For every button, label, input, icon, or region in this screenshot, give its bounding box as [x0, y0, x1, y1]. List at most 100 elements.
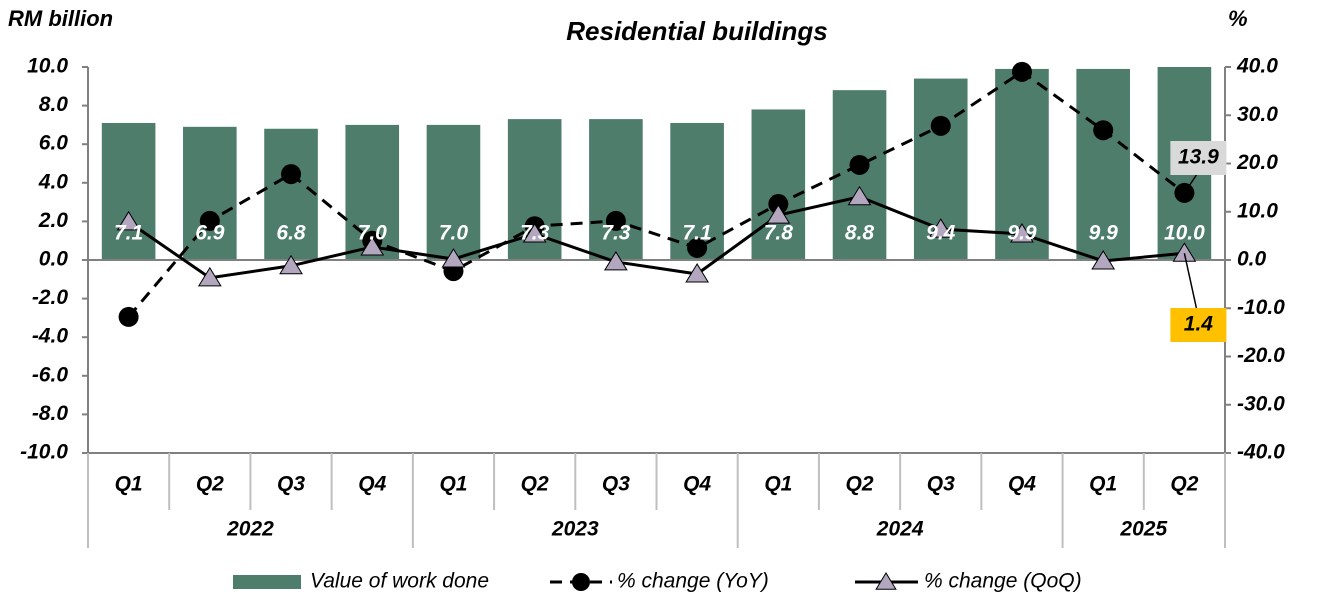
x-tick-label: Q3 [602, 473, 630, 496]
group-label: 2022 [226, 518, 274, 541]
x-tick-label: Q4 [358, 473, 386, 496]
line [127, 195, 1185, 280]
bar-value-label: 7.0 [358, 222, 388, 245]
marker [930, 115, 951, 136]
marker [199, 210, 220, 231]
marker [116, 210, 141, 231]
y2-axis-label: % [1228, 6, 1248, 31]
y2-tick-label: 40.0 [1236, 55, 1278, 78]
y2-tick-label: 30.0 [1237, 103, 1278, 126]
annotation-leader [1183, 253, 1198, 309]
bar-value-label: 7.1 [683, 222, 712, 245]
marker [522, 222, 547, 243]
y2-tick-label: -10.0 [1237, 296, 1285, 319]
marker [279, 254, 303, 275]
y-tick-label: -8.0 [32, 402, 69, 425]
group-label: 2024 [876, 518, 924, 541]
y-tick-label: -4.0 [32, 325, 69, 348]
bar [183, 126, 237, 260]
y-tick-label: 2.0 [38, 209, 69, 232]
y2-tick-label: -20.0 [1237, 344, 1285, 367]
legend-label: % change (QoQ) [924, 570, 1082, 593]
legend-marker [875, 572, 897, 590]
marker [441, 248, 466, 268]
y-tick-label: -10.0 [20, 441, 68, 464]
y-tick-label: 10.0 [27, 55, 68, 78]
marker [1091, 250, 1116, 270]
chart-title: Residential buildings [566, 16, 827, 46]
annotation-leader [1183, 174, 1198, 194]
y2-tick-label: 20.0 [1236, 151, 1278, 174]
bar-value-label: 7.8 [764, 222, 794, 245]
bar-value-label: 7.1 [114, 222, 143, 245]
y2-tick-label: 0.0 [1237, 248, 1267, 271]
bar-value-label: 6.9 [195, 222, 225, 245]
annotation-label: 13.9 [1178, 146, 1219, 169]
marker [1011, 61, 1032, 82]
bar [832, 90, 887, 260]
legend-label: % change (YoY) [617, 570, 769, 593]
x-tick-label: Q2 [521, 473, 549, 496]
y2-tick-label: 10.0 [1237, 199, 1278, 222]
x-tick-label: Q4 [683, 473, 711, 496]
y2-tick-label: -40.0 [1237, 441, 1285, 464]
bar-value-label: 9.9 [1007, 222, 1037, 245]
marker [118, 306, 139, 327]
annotation-box [1170, 141, 1227, 175]
bar-value-label: 7.3 [601, 222, 631, 245]
x-tick-label: Q3 [277, 473, 305, 496]
bar-value-label: 7.3 [520, 222, 550, 245]
marker [605, 210, 626, 231]
marker [849, 154, 870, 175]
bar-value-label: 7.0 [439, 222, 469, 245]
marker [360, 236, 385, 256]
marker [1010, 222, 1034, 243]
y-tick-label: 4.0 [38, 170, 69, 193]
marker [687, 237, 708, 258]
annotation-label: 1.4 [1184, 313, 1214, 336]
bar [264, 128, 318, 260]
line [127, 70, 1186, 318]
y-tick-label: 6.0 [39, 132, 69, 155]
x-tick-label: Q1 [764, 473, 792, 496]
x-tick-label: Q4 [1008, 473, 1036, 496]
bar [589, 119, 643, 260]
marker [197, 266, 222, 287]
group-label: 2023 [551, 518, 599, 541]
bar [751, 109, 806, 261]
marker [847, 185, 872, 206]
bar [1076, 68, 1130, 261]
marker [928, 218, 953, 238]
y-tick-label: -6.0 [32, 363, 69, 386]
marker [685, 263, 709, 283]
marker [281, 164, 302, 185]
bar-value-label: 8.8 [845, 222, 875, 245]
x-tick-label: Q2 [196, 473, 224, 496]
x-tick-label: Q2 [846, 473, 874, 496]
annotation-box [1170, 308, 1227, 342]
legend-label: Value of work done [310, 570, 489, 593]
x-tick-label: Q1 [1089, 473, 1117, 496]
marker [604, 250, 628, 271]
bar [101, 122, 156, 260]
bar-value-label: 6.8 [276, 222, 306, 245]
y-tick-label: -2.0 [32, 286, 69, 309]
marker [768, 194, 789, 215]
y2-tick-label: -30.0 [1237, 392, 1285, 415]
bar-value-label: 10.0 [1164, 222, 1205, 245]
marker [1093, 120, 1114, 141]
y-tick-label: 0.0 [39, 248, 69, 271]
marker [1172, 242, 1197, 262]
bar-value-label: 9.9 [1089, 222, 1119, 245]
legend-marker [572, 573, 590, 591]
y-tick-label: 8.0 [39, 93, 69, 116]
y-axis-label: RM billion [8, 6, 113, 31]
x-tick-label: Q2 [1170, 473, 1198, 496]
x-tick-label: Q1 [439, 473, 467, 496]
bar [426, 124, 481, 261]
legend-swatch [233, 575, 301, 589]
x-tick-label: Q3 [927, 473, 955, 496]
group-label: 2025 [1119, 518, 1167, 541]
marker [766, 204, 791, 224]
